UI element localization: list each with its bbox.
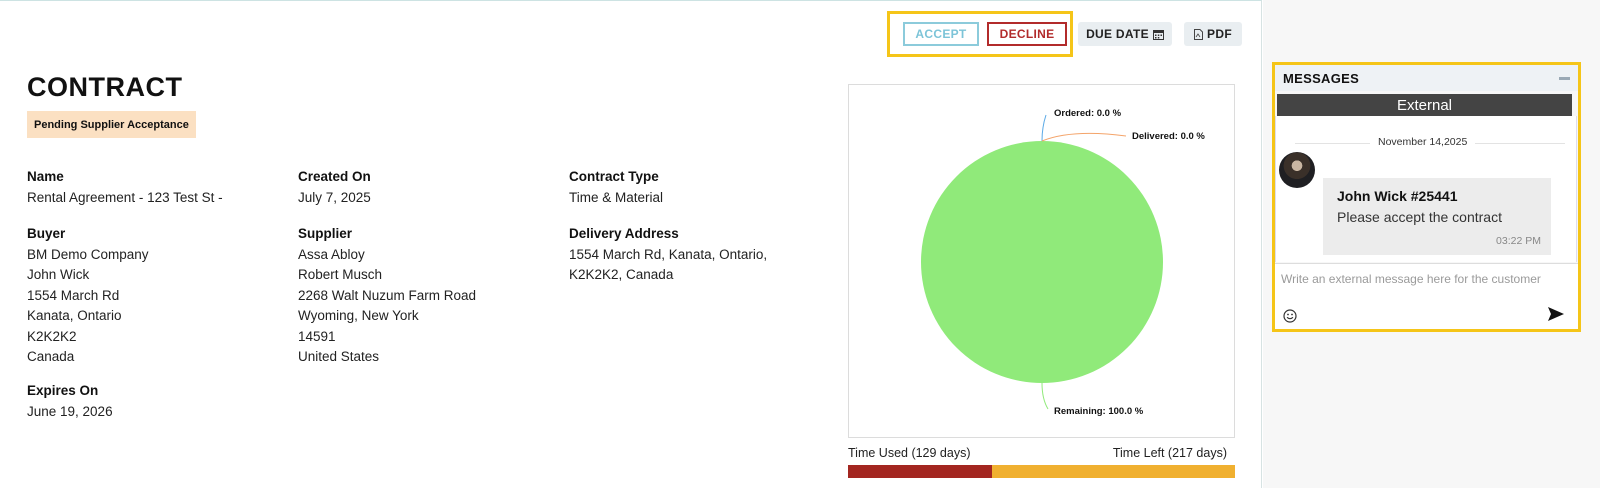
- pdf-file-icon: [1194, 28, 1204, 40]
- pie-chart-svg: Ordered: 0.0 % Delivered: 0.0 % Remaining:…: [921, 108, 1205, 417]
- pie-leader-remaining: [1041, 382, 1049, 410]
- buyer-line: K2K2K2: [27, 328, 77, 344]
- expires-field: Expires On June 19, 2026: [27, 381, 113, 422]
- pie-label-remaining: Remaining: 100.0 %: [1054, 406, 1144, 417]
- decline-button[interactable]: DECLINE: [987, 22, 1067, 46]
- delivery-label: Delivery Address: [569, 226, 679, 241]
- send-icon[interactable]: [1548, 307, 1564, 321]
- pie-label-delivered: Delivered: 0.0 %: [1132, 131, 1205, 142]
- message-time: 03:22 PM: [1496, 235, 1541, 247]
- minimize-icon[interactable]: [1559, 76, 1570, 80]
- buyer-field: Buyer BM Demo Company John Wick 1554 Mar…: [27, 224, 149, 368]
- created-label: Created On: [298, 169, 371, 184]
- due-date-button[interactable]: DUE DATE: [1078, 22, 1172, 46]
- messages-highlight: [1272, 62, 1581, 332]
- expires-value: June 19, 2026: [27, 403, 113, 419]
- buyer-line: Canada: [27, 349, 75, 364]
- message-composer[interactable]: Write an external message here for the c…: [1275, 263, 1578, 329]
- buyer-line: BM Demo Company: [27, 246, 149, 262]
- accept-decline-highlight: [887, 11, 1073, 57]
- messages-title: MESSAGES: [1283, 70, 1360, 86]
- supplier-line: Robert Musch: [298, 267, 383, 282]
- pdf-button[interactable]: PDF: [1184, 22, 1242, 46]
- name-value: Rental Agreement - 123 Test St -: [27, 189, 223, 205]
- supplier-line: United States: [298, 349, 380, 364]
- supplier-field: Supplier Assa Abloy Robert Musch 2268 Wa…: [298, 224, 476, 368]
- buyer-line: John Wick: [27, 267, 90, 282]
- page-title: CONTRACT: [27, 72, 183, 102]
- buyer-line: Kanata, Ontario: [27, 308, 122, 323]
- message-date: November 14,2025: [1370, 136, 1476, 148]
- type-value: Time & Material: [569, 189, 664, 205]
- message-sender: John Wick #25441: [1337, 188, 1458, 204]
- time-progress-bar: [848, 465, 1235, 478]
- time-left-label: Time Left (217 days): [1112, 446, 1227, 460]
- delivery-line: K2K2K2, Canada: [569, 267, 674, 282]
- supplier-line: Assa Abloy: [298, 246, 365, 262]
- supplier-line: 2268 Walt Nuzum Farm Road: [298, 287, 477, 303]
- pdf-label: PDF: [1207, 27, 1232, 41]
- delivery-address-field: Delivery Address 1554 March Rd, Kanata, …: [569, 224, 767, 286]
- tab-external[interactable]: External: [1277, 94, 1572, 116]
- type-label: Contract Type: [569, 169, 659, 184]
- contract-name-field: Name Rental Agreement - 123 Test St -: [27, 167, 223, 208]
- pie-slice-remaining: [921, 141, 1163, 383]
- supplier-label: Supplier: [298, 226, 353, 241]
- message-text: Please accept the contract: [1337, 209, 1502, 225]
- expires-label: Expires On: [27, 383, 99, 398]
- buyer-line: 1554 March Rd: [27, 287, 120, 303]
- due-date-label: DUE DATE: [1086, 27, 1149, 41]
- pie-leader-ordered: [1041, 114, 1047, 142]
- status-badge: Pending Supplier Acceptance: [27, 111, 196, 138]
- name-label: Name: [27, 169, 64, 184]
- message-input[interactable]: Write an external message here for the c…: [1281, 272, 1541, 286]
- calendar-icon: [1152, 29, 1164, 40]
- message-bubble: John Wick #25441 Please accept the contr…: [1323, 178, 1551, 255]
- messages-header: MESSAGES: [1275, 65, 1578, 91]
- pie-leader-delivered: [1041, 132, 1127, 142]
- smiley-icon[interactable]: [1283, 309, 1297, 323]
- avatar: [1279, 152, 1315, 188]
- time-used-label: Time Used (129 days): [848, 446, 971, 460]
- progress-pie-chart: Ordered: 0.0 % Delivered: 0.0 % Remaining:…: [848, 84, 1235, 438]
- accept-button[interactable]: ACCEPT: [903, 22, 979, 46]
- supplier-line: 14591: [298, 328, 336, 344]
- time-used-fill: [848, 465, 993, 478]
- delivery-line: 1554 March Rd, Kanata, Ontario,: [569, 246, 768, 262]
- pie-label-ordered: Ordered: 0.0 %: [1054, 108, 1122, 119]
- buyer-label: Buyer: [27, 226, 66, 241]
- contract-type-field: Contract Type Time & Material: [569, 167, 663, 208]
- supplier-line: Wyoming, New York: [298, 308, 419, 323]
- created-on-field: Created On July 7, 2025: [298, 167, 371, 208]
- created-value: July 7, 2025: [298, 189, 371, 205]
